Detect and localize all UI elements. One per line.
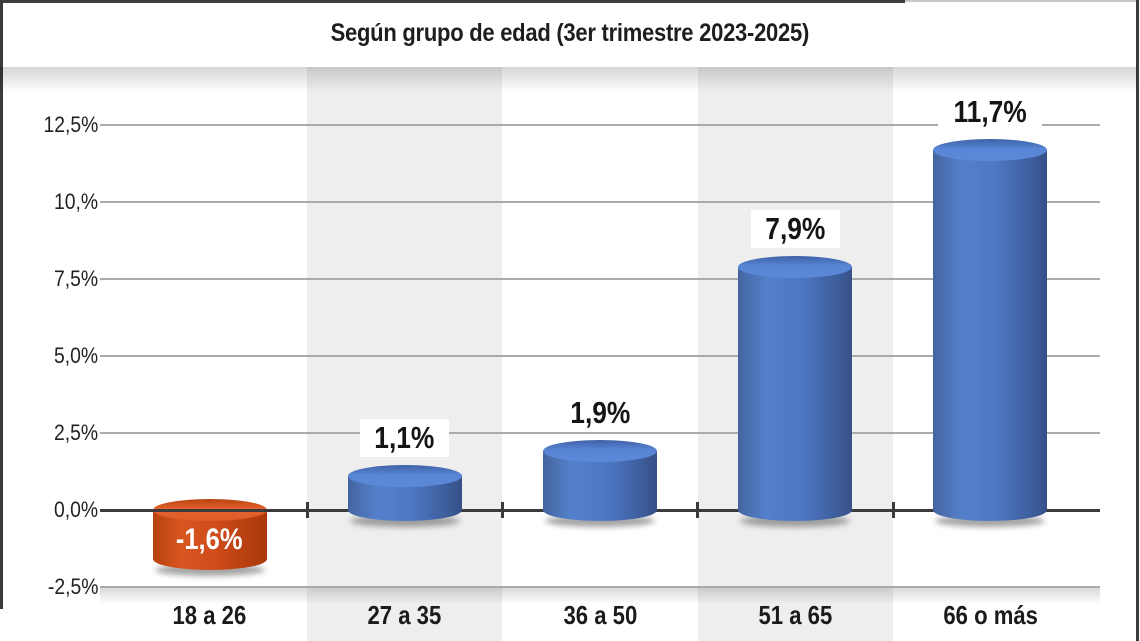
bar-51-a-65: [738, 255, 853, 529]
y-axis-tick-label: 2,5%: [53, 420, 98, 445]
bar-value-label: 1,1%: [315, 419, 495, 458]
x-axis-category-label: 27 a 35: [367, 600, 442, 630]
bar-27-a-35: [347, 465, 462, 529]
zero-axis-tick: [500, 502, 504, 518]
y-axis-tick-label: 5,0%: [53, 343, 98, 368]
bar-top-ellipse: [543, 440, 657, 463]
bar-body: [738, 266, 853, 521]
bar-value-label: -1,6%: [176, 523, 243, 556]
bar-top-ellipse: [933, 138, 1048, 161]
frame-border-right: [1136, 0, 1139, 641]
gridline: [100, 432, 1100, 434]
top-shade-gradient: [0, 67, 1137, 93]
bar-body: [543, 451, 657, 521]
zero-axis-tick: [305, 502, 309, 518]
chart-title-band: Según grupo de edad (3er trimestre 2023-…: [0, 0, 1140, 67]
y-axis-tick-label: 7,5%: [53, 266, 98, 291]
zero-axis-line-overlay: [149, 508, 270, 512]
y-axis-tick-label: 12,5%: [43, 112, 98, 137]
zero-axis-tick: [695, 502, 699, 518]
chart-title: Según grupo de edad (3er trimestre 2023-…: [330, 19, 810, 47]
x-axis-category-label: 51 a 65: [758, 600, 833, 630]
gridline: [100, 124, 1100, 126]
frame-border-top: [0, 0, 905, 3]
x-axis-category-label: 36 a 50: [563, 600, 637, 630]
x-axis-category-label: 18 a 26: [172, 600, 247, 630]
y-axis-tick-label: -2,5%: [47, 574, 98, 599]
bar-value-label: 1,9%: [510, 394, 690, 433]
bar-top-ellipse: [347, 465, 462, 488]
gridline: [100, 586, 1100, 588]
frame-border-left: [0, 0, 3, 609]
gridline: [100, 201, 1100, 203]
bar-66-o-más: [933, 138, 1048, 529]
bar-18-a-26: [152, 499, 267, 578]
zero-axis-tick: [891, 502, 895, 518]
frame-border-top-light: [905, 0, 1137, 2]
bar-value-label: 7,9%: [705, 209, 885, 248]
y-axis-tick-label: 0,0%: [53, 497, 98, 522]
y-axis-tick-label: 10,%: [53, 189, 98, 214]
bar-body: [933, 149, 1048, 521]
bar-top-ellipse: [738, 255, 853, 278]
x-axis-category-label: 66 o más: [943, 600, 1038, 630]
gridline: [100, 355, 1100, 357]
bar-value-label: 11,7%: [900, 92, 1080, 131]
bar-36-a-50: [543, 440, 657, 529]
gridline: [100, 278, 1100, 280]
column-band: [307, 67, 503, 641]
